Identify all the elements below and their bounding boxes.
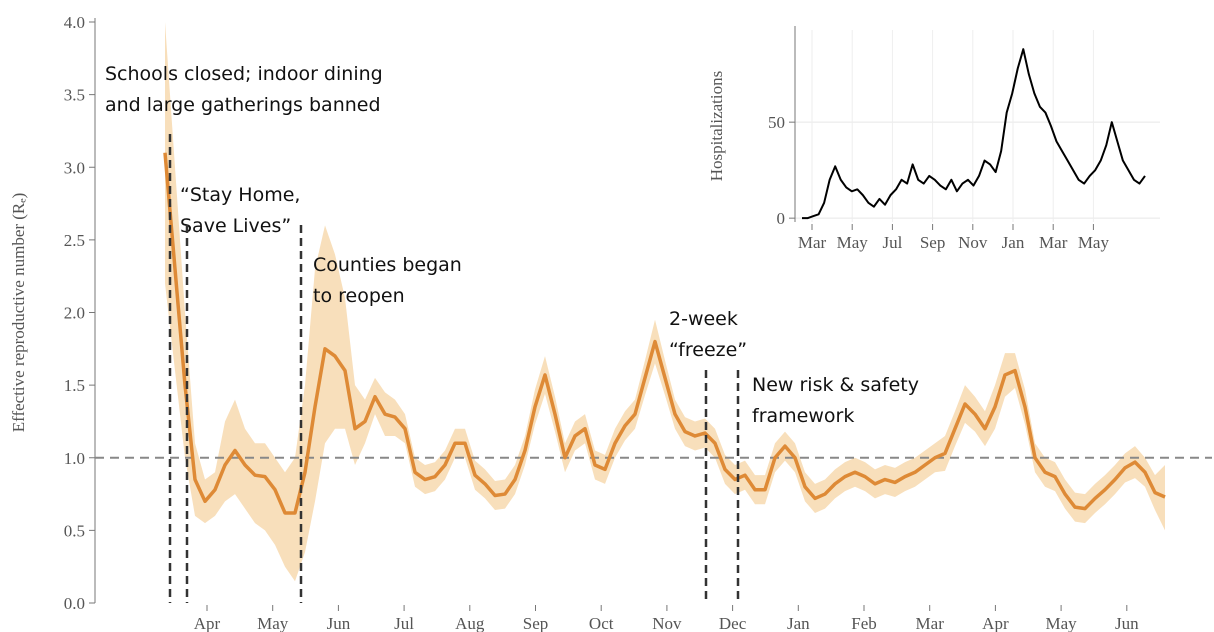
y-axis-label: Effective reproductive number (Rₑ)	[9, 193, 28, 433]
annotation: New risk & safety	[752, 374, 919, 396]
x-tick-label: May	[1046, 614, 1078, 632]
x-tick-label: Oct	[589, 614, 614, 632]
y-tick-label: 2.5	[64, 231, 85, 250]
annotation: to reopen	[313, 285, 405, 307]
inset-plot: 0 50 Hospitalizations Mar May Jul Sep Nov Jan Mar…	[707, 26, 1160, 252]
y-tick-label: 50	[768, 113, 785, 132]
data-line	[802, 48, 1146, 220]
x-tick-label: May	[1078, 233, 1110, 252]
x-tick-label: May	[257, 614, 289, 632]
x-tick-label: Apr	[194, 614, 221, 632]
x-tick-label: Mar	[916, 614, 945, 632]
y-tick-label: 4.0	[64, 13, 85, 32]
y-tick-label: 3.0	[64, 158, 85, 177]
data-line	[163, 152, 1166, 515]
x-tick-label: Feb	[851, 614, 877, 632]
y-tick-label: 1.0	[64, 449, 85, 468]
x-tick-label: Apr	[982, 614, 1009, 632]
x-tick-label: May	[837, 233, 869, 252]
x-tick-label: Jul	[394, 614, 414, 632]
y-tick-label: 2.0	[64, 304, 85, 323]
x-tick-label: Jun	[327, 614, 351, 632]
x-tick-label: Nov	[652, 614, 682, 632]
annotation: “Stay Home,	[180, 184, 300, 206]
y-tick-label: 0.5	[64, 521, 85, 540]
annotation: Schools closed; indoor dining	[105, 63, 383, 85]
x-tick-label: Jan	[1002, 233, 1025, 252]
annotation: Save Lives”	[180, 215, 291, 237]
annotation: framework	[752, 405, 854, 427]
x-tick-label: Mar	[798, 233, 827, 252]
main-plot: 0.0 0.5 1.0 1.5 2.0 2.5 3.0 3.5 4.0 Effective rep…	[9, 13, 1212, 632]
y-tick-label: 3.5	[64, 86, 85, 105]
annotation: and large gatherings banned	[105, 94, 381, 116]
y-tick-label: 1.5	[64, 376, 85, 395]
y-axis-label: Hospitalizations	[707, 71, 726, 181]
x-tick-label: Jun	[1115, 614, 1139, 632]
x-tick-label: Nov	[958, 233, 988, 252]
confidence-band	[165, 22, 1165, 582]
x-tick-label: Sep	[920, 233, 946, 252]
y-tick-label: 0	[777, 209, 786, 228]
x-tick-label: Jul	[882, 233, 902, 252]
x-tick-label: Sep	[523, 614, 549, 632]
y-tick-label: 0.0	[64, 594, 85, 613]
x-tick-label: Aug	[455, 614, 485, 632]
annotation: “freeze”	[669, 339, 747, 361]
x-tick-label: Dec	[719, 614, 747, 632]
annotation: Counties began	[313, 254, 462, 276]
event-lines	[168, 134, 740, 603]
annotation: 2-week	[669, 308, 738, 330]
x-tick-label: Jan	[787, 614, 810, 632]
x-tick-label: Mar	[1039, 233, 1068, 252]
